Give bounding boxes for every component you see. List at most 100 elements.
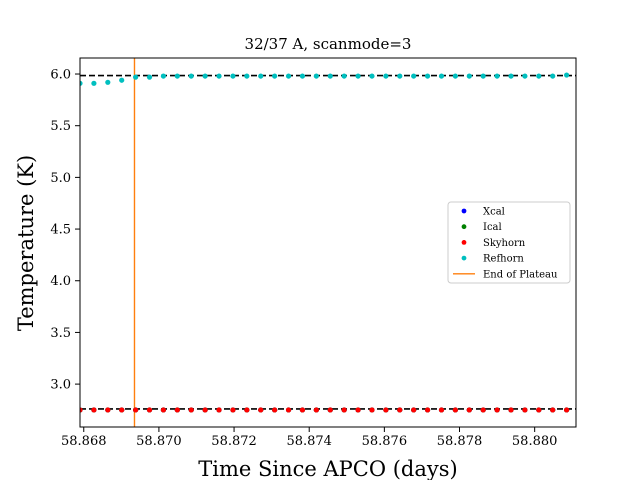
refhorn-point	[244, 73, 250, 79]
skyhorn-point	[327, 407, 333, 413]
skyhorn-point	[174, 407, 180, 413]
x-tick-label: 58.870	[136, 434, 182, 449]
refhorn-point	[174, 73, 180, 79]
x-tick-label: 58.868	[61, 434, 107, 449]
refhorn-point	[230, 73, 236, 79]
skyhorn-point	[383, 407, 389, 413]
skyhorn-point	[216, 407, 222, 413]
skyhorn-point	[105, 407, 111, 413]
refhorn-point	[91, 80, 97, 86]
legend-box	[447, 201, 571, 284]
skyhorn-point	[80, 407, 83, 413]
refhorn-point	[146, 74, 153, 80]
skyhorn-point	[272, 407, 278, 413]
refhorn-point	[272, 73, 278, 79]
refhorn-point	[397, 73, 403, 79]
legend: Xcal Ical Skyhorn Refhorn End of Plateau	[447, 201, 571, 284]
y-tick-label: 4.5	[50, 223, 71, 238]
refhorn-point	[327, 73, 333, 79]
skyhorn-point	[452, 407, 458, 413]
x-axis-label: Time Since APCO (days)	[198, 457, 457, 480]
y-axis-label: Temperature (K)	[14, 155, 38, 331]
skyhorn-point	[424, 407, 431, 413]
refhorn-point	[411, 73, 417, 79]
skyhorn-point	[341, 407, 347, 413]
x-tick-label: 58.872	[211, 434, 257, 449]
plot-marks	[80, 58, 576, 427]
legend-label-end-of-plateau: End of Plateau	[483, 269, 558, 280]
refhorn-point	[438, 73, 445, 79]
skyhorn-point	[230, 407, 236, 413]
refhorn-point	[105, 79, 111, 85]
refhorn-point	[119, 77, 125, 83]
refhorn-point	[424, 73, 431, 79]
skyhorn-point	[133, 407, 139, 413]
legend-marker-skyhorn	[461, 240, 467, 245]
refhorn-point	[383, 73, 389, 79]
refhorn-point	[522, 73, 528, 79]
skyhorn-point	[411, 407, 417, 413]
legend-marker-xcal	[461, 208, 467, 214]
skyhorn-point	[285, 407, 292, 413]
refhorn-point	[285, 73, 292, 79]
skyhorn-point	[369, 407, 375, 413]
skyhorn-point	[119, 407, 125, 413]
legend-label-ical: Ical	[483, 222, 502, 233]
refhorn-point	[466, 73, 472, 79]
refhorn-point	[313, 73, 319, 79]
refhorn-point	[216, 73, 222, 79]
legend-label-skyhorn: Skyhorn	[483, 238, 526, 249]
legend-marker-refhorn	[461, 255, 467, 261]
skyhorn-point	[522, 407, 528, 413]
skyhorn-point	[508, 407, 514, 413]
legend-label-refhorn: Refhorn	[483, 254, 524, 265]
plot-area: 58.868 58.870 58.872 58.874 58.876 58.878 58.8…	[50, 57, 577, 449]
y-tick-label: 3.0	[50, 378, 71, 393]
refhorn-point	[188, 73, 194, 79]
refhorn-point	[160, 73, 167, 79]
x-tick-label: 58.878	[437, 434, 483, 449]
refhorn-point	[80, 80, 83, 86]
skyhorn-point	[202, 407, 208, 413]
skyhorn-point	[466, 407, 472, 413]
legend-label-xcal: Xcal	[483, 207, 505, 218]
skyhorn-point	[188, 407, 194, 413]
refhorn-point	[369, 73, 375, 79]
refhorn-point	[550, 73, 556, 79]
skyhorn-point	[355, 407, 361, 413]
skyhorn-point	[258, 407, 264, 413]
x-tick-label: 58.876	[362, 434, 408, 449]
skyhorn-point	[536, 407, 542, 413]
refhorn-point	[133, 74, 139, 80]
skyhorn-point	[438, 407, 445, 413]
y-tick-label: 3.5	[50, 326, 71, 341]
x-tick-label: 58.874	[286, 434, 332, 449]
skyhorn-point	[564, 407, 570, 413]
skyhorn-point	[244, 407, 250, 413]
legend-marker-ical	[461, 224, 467, 230]
refhorn-point	[258, 73, 264, 79]
skyhorn-point	[160, 407, 167, 413]
skyhorn-point	[91, 407, 97, 413]
refhorn-point	[536, 73, 542, 79]
plot-frame	[79, 57, 577, 428]
refhorn-point	[564, 72, 570, 78]
x-tick-label: 58.880	[512, 434, 558, 449]
refhorn-point	[480, 73, 486, 79]
refhorn-point	[494, 73, 500, 79]
refhorn-point	[202, 73, 208, 79]
chart-title: 32/37 A, scanmode=3	[245, 35, 412, 53]
refhorn-point	[452, 73, 458, 79]
skyhorn-point	[146, 407, 153, 413]
skyhorn-point	[299, 407, 306, 413]
skyhorn-point	[313, 407, 319, 413]
y-tick-label: 6.0	[50, 68, 71, 83]
refhorn-point	[341, 73, 347, 79]
skyhorn-point	[550, 407, 556, 413]
skyhorn-point	[494, 407, 500, 413]
refhorn-point	[508, 73, 514, 79]
y-tick-label: 4.0	[50, 274, 71, 289]
refhorn-point	[299, 73, 306, 79]
